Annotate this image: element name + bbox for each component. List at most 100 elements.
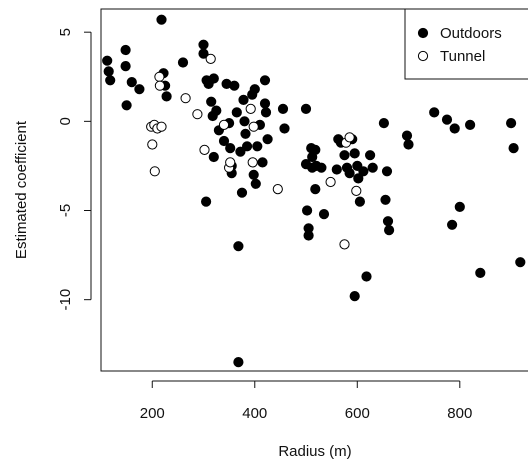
point-tunnel xyxy=(339,239,350,250)
point-outdoors xyxy=(449,123,460,134)
point-outdoors xyxy=(349,148,360,159)
x-tick-label: 200 xyxy=(140,405,165,422)
point-tunnel xyxy=(325,176,336,188)
point-outdoors xyxy=(198,39,209,50)
point-tunnel xyxy=(180,93,191,104)
point-outdoors xyxy=(353,173,364,184)
point-outdoors xyxy=(242,141,253,152)
point-outdoors xyxy=(339,150,350,161)
point-outdoors xyxy=(102,55,113,66)
point-outdoors xyxy=(349,291,360,302)
point-outdoors xyxy=(225,143,236,154)
point-outdoors xyxy=(260,107,272,118)
point-outdoors xyxy=(378,118,389,129)
point-outdoors xyxy=(231,107,242,118)
y-axis: 5 0 -5 -10 xyxy=(57,28,92,311)
point-outdoors xyxy=(235,146,246,157)
point-outdoors xyxy=(454,201,465,212)
point-outdoors xyxy=(361,271,372,282)
legend-marker-outdoors xyxy=(417,27,429,39)
point-tunnel xyxy=(156,121,167,132)
point-outdoors xyxy=(475,267,486,278)
point-outdoors xyxy=(358,166,369,177)
legend: Outdoors Tunnel xyxy=(404,8,528,80)
point-outdoors xyxy=(120,44,131,56)
point-tunnel xyxy=(199,144,210,155)
x-axis: 200 400 600 800 xyxy=(140,380,472,422)
point-outdoors xyxy=(382,216,394,227)
point-outdoors xyxy=(177,57,189,68)
point-tunnel xyxy=(248,121,259,132)
point-outdoors xyxy=(384,225,395,236)
point-outdoors xyxy=(380,194,391,205)
y-tick-label: -5 xyxy=(57,204,74,217)
point-outdoors xyxy=(134,84,145,95)
point-outdoors xyxy=(441,114,453,125)
x-tick-label: 400 xyxy=(242,405,267,422)
point-outdoors xyxy=(515,257,526,268)
point-outdoors xyxy=(365,150,376,161)
point-outdoors xyxy=(156,14,167,25)
point-tunnel xyxy=(344,132,355,143)
point-outdoors xyxy=(240,128,251,139)
point-tunnel xyxy=(225,157,236,168)
point-outdoors xyxy=(367,162,378,173)
point-outdoors xyxy=(318,209,330,220)
point-outdoors xyxy=(508,143,519,154)
point-outdoors xyxy=(239,116,250,127)
point-tunnel xyxy=(245,103,256,115)
point-outdoors xyxy=(120,61,131,72)
point-outdoors xyxy=(229,80,240,91)
point-outdoors xyxy=(250,178,261,189)
point-tunnel xyxy=(149,166,160,177)
point-outdoors xyxy=(316,162,327,173)
point-tunnel xyxy=(147,139,158,150)
point-outdoors xyxy=(198,48,209,59)
point-outdoors xyxy=(381,166,393,177)
point-outdoors xyxy=(252,141,263,152)
data-points xyxy=(102,14,526,368)
x-tick-label: 600 xyxy=(345,405,370,422)
point-outdoors xyxy=(161,91,172,102)
plot-frame xyxy=(100,8,528,372)
point-tunnel xyxy=(218,119,230,131)
point-tunnel xyxy=(351,185,362,196)
point-outdoors xyxy=(354,196,365,207)
point-outdoors xyxy=(302,205,313,216)
point-outdoors xyxy=(105,75,116,86)
point-outdoors xyxy=(303,230,314,241)
point-outdoors xyxy=(279,123,290,134)
point-outdoors xyxy=(121,100,132,111)
point-tunnel xyxy=(154,71,165,82)
point-outdoors xyxy=(300,103,312,115)
legend-box xyxy=(404,8,528,80)
point-outdoors xyxy=(429,107,440,118)
y-tick-label: -10 xyxy=(57,289,74,311)
point-outdoors xyxy=(248,169,259,180)
point-outdoors xyxy=(344,168,355,179)
point-outdoors xyxy=(310,184,321,195)
point-outdoors xyxy=(259,98,271,109)
point-outdoors xyxy=(233,241,244,252)
legend-label-outdoors: Outdoors xyxy=(440,25,502,42)
point-outdoors xyxy=(403,139,414,150)
legend-marker-tunnel xyxy=(417,50,429,62)
point-outdoors xyxy=(208,151,219,163)
y-tick-label: 5 xyxy=(57,28,74,36)
point-tunnel xyxy=(247,157,258,168)
point-outdoors xyxy=(259,75,271,86)
point-outdoors xyxy=(201,196,212,207)
point-outdoors xyxy=(238,94,249,106)
y-axis-title: Estimated coefficient xyxy=(13,120,30,259)
legend-label-tunnel: Tunnel xyxy=(440,48,485,65)
point-outdoors xyxy=(465,119,476,131)
point-outdoors xyxy=(506,118,517,129)
point-outdoors xyxy=(236,187,248,198)
plot-border xyxy=(100,8,528,372)
point-outdoors xyxy=(218,135,230,147)
point-tunnel xyxy=(154,80,165,91)
point-tunnel xyxy=(272,184,283,195)
point-outdoors xyxy=(208,73,219,84)
point-tunnel xyxy=(192,109,203,120)
